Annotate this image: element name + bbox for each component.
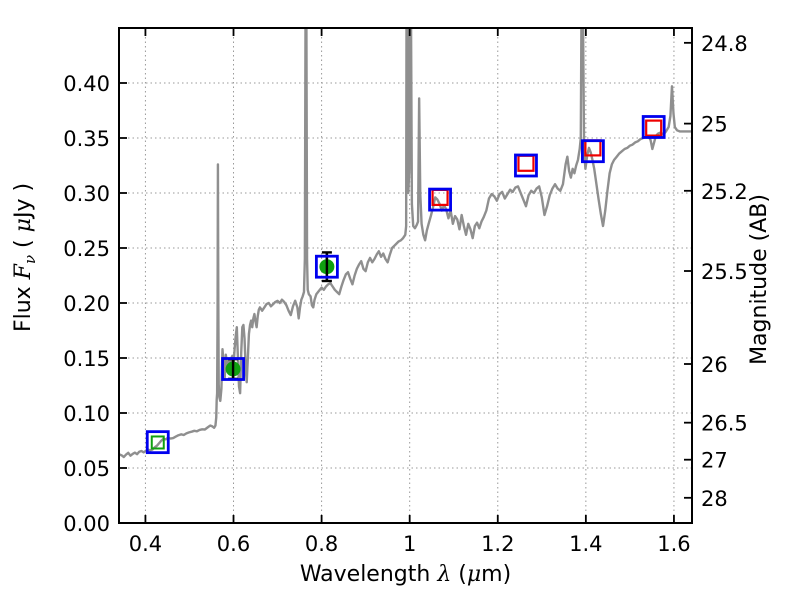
y-left-tick-label: 0.15 <box>63 347 110 371</box>
spectrum-line <box>119 28 692 459</box>
blue-square-marker <box>641 115 666 139</box>
y-left-tick-label: 0.40 <box>63 72 110 96</box>
y-axis-label-right: Magnitude (AB) <box>747 194 772 365</box>
y-right-tick-label: 26 <box>701 353 728 377</box>
y-left-tick-label: 0.05 <box>63 457 110 481</box>
y-right-tick-label: 26.5 <box>701 412 748 436</box>
plot-border <box>118 27 693 524</box>
y-right-tick-label: 25 <box>701 113 728 137</box>
x-tick-label: 0.6 <box>217 532 250 556</box>
y-left-tick-label: 0.30 <box>63 182 110 206</box>
y-right-tick-label: 25.2 <box>701 180 748 204</box>
y-left-tick-label: 0.20 <box>63 292 110 316</box>
blue-square-marker <box>514 153 538 178</box>
axis-ticks <box>119 28 692 524</box>
green-square-marker <box>150 435 165 450</box>
x-tick-label: 0.4 <box>129 532 162 556</box>
x-tick-label: 1.4 <box>569 532 602 556</box>
y-right-tick-label: 25.5 <box>701 260 748 284</box>
x-axis-label: Wavelength λ (μm) <box>300 562 511 587</box>
x-tick-label: 1 <box>403 532 416 556</box>
y-left-tick-label: 0.35 <box>63 127 110 151</box>
y-right-tick-label: 27 <box>701 449 728 473</box>
blue-square-marker <box>221 357 245 381</box>
blue-square-marker <box>145 430 170 455</box>
y-right-tick-label: 24.8 <box>701 32 748 56</box>
x-tick-label: 0.8 <box>305 532 338 556</box>
red-square-marker <box>645 119 663 137</box>
y-left-tick-label: 0.00 <box>63 512 110 536</box>
blue-square-marker <box>314 254 339 279</box>
y-right-tick-label: 28 <box>701 487 728 511</box>
y-left-tick-label: 0.10 <box>63 402 110 426</box>
y-axis-label-left: Flux Fν ( μJy ) <box>11 183 39 332</box>
x-tick-label: 1.6 <box>657 532 690 556</box>
blue-square-marker <box>581 139 605 164</box>
x-tick-label: 1.2 <box>481 532 514 556</box>
plot-data-area <box>119 28 692 459</box>
blue-square-marker <box>428 187 452 212</box>
y-left-tick-label: 0.25 <box>63 237 110 261</box>
